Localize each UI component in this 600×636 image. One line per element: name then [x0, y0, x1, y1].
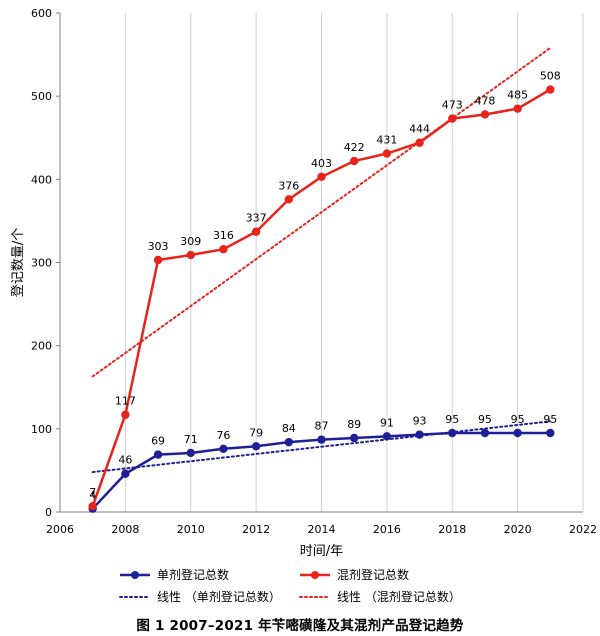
- data-point: [480, 428, 490, 438]
- data-point: [448, 428, 457, 438]
- data-label: 7: [89, 486, 96, 499]
- legend-label: 线性 （混剂登记总数）: [337, 589, 461, 604]
- legend-label: 线性 （单剂登记总数）: [157, 589, 281, 604]
- data-point: [121, 469, 130, 478]
- data-label: 95: [511, 413, 525, 426]
- data-label: 403: [311, 157, 332, 170]
- data-series: [88, 85, 555, 513]
- data-point: [415, 430, 424, 439]
- line-chart: 0 100 200 300 400 500 600 2006 2008 2010 2012 2014 2…: [11, 7, 597, 604]
- y-tick-label: 100: [31, 423, 52, 436]
- data-point: [349, 433, 359, 443]
- data-label: 485: [507, 89, 528, 102]
- data-label: 95: [445, 413, 459, 426]
- data-label: 117: [115, 395, 136, 408]
- data-label: 303: [148, 240, 169, 253]
- x-tick-label: 2012: [242, 523, 270, 536]
- data-label: 76: [216, 429, 230, 442]
- x-tick-label: 2018: [438, 523, 466, 536]
- x-tick-label: 2020: [504, 523, 532, 536]
- data-point: [546, 85, 555, 94]
- data-label: 93: [413, 415, 427, 428]
- figure-caption: 图 1 2007–2021 年苄嘧磺隆及其混剂产品登记趋势: [136, 618, 464, 634]
- data-label: 71: [184, 433, 198, 446]
- trendline: [91, 420, 552, 474]
- data-point: [186, 250, 195, 260]
- x-tick-label: 2008: [111, 523, 139, 536]
- data-label: 376: [278, 179, 299, 192]
- x-tick-label: 2006: [46, 523, 74, 536]
- data-point: [317, 172, 326, 182]
- trendline: [91, 46, 552, 378]
- data-label: 309: [180, 235, 201, 248]
- data-label: 422: [344, 141, 365, 154]
- y-tick-label: 0: [45, 506, 52, 519]
- data-label: 95: [543, 413, 557, 426]
- data-label: 337: [246, 212, 267, 225]
- x-tick-label: 2014: [308, 523, 336, 536]
- data-label: 46: [118, 454, 132, 467]
- data-label: 4: [89, 489, 96, 502]
- data-point: [317, 435, 326, 444]
- data-point: [415, 138, 424, 147]
- data-point: [284, 437, 294, 447]
- data-point: [88, 501, 97, 511]
- data-point: [513, 104, 522, 113]
- data-point: [219, 444, 228, 453]
- data-point: [382, 432, 392, 441]
- data-labels: 4 46 69 71 76 79 84 87 89 91 93 95 95 95 95 7 117 303 309 3…: [89, 70, 561, 502]
- data-label: 79: [249, 426, 263, 439]
- trendlines: [91, 46, 552, 474]
- x-axis-title: 时间/年: [300, 544, 343, 559]
- data-point: [513, 428, 522, 438]
- y-tick-label: 500: [31, 90, 52, 103]
- data-point: [153, 450, 163, 459]
- data-point: [153, 255, 163, 265]
- grid-lines: [59, 13, 584, 512]
- legend-label: 混剂登记总数: [337, 567, 409, 582]
- data-point: [448, 114, 457, 123]
- data-label: 91: [380, 416, 394, 429]
- x-tick-label: 2010: [177, 523, 205, 536]
- data-label: 508: [540, 70, 561, 83]
- y-tick-label: 600: [31, 7, 52, 20]
- data-point: [186, 448, 195, 458]
- data-label: 316: [213, 229, 234, 242]
- data-point: [251, 442, 261, 451]
- x-tick-label: 2022: [569, 523, 597, 536]
- y-tick-label: 200: [31, 340, 52, 353]
- axes: 0 100 200 300 400 500 600 2006 2008 2010 2012 2014 2…: [31, 7, 597, 536]
- data-point: [121, 410, 130, 419]
- data-label: 473: [442, 99, 463, 112]
- data-point: [219, 244, 228, 254]
- y-axis-title: 登记数量/个: [11, 228, 26, 297]
- data-point: [251, 227, 261, 236]
- x-tick-label: 2016: [373, 523, 401, 536]
- legend-swatch-marker: [311, 571, 319, 579]
- data-label: 444: [409, 123, 430, 136]
- data-label: 84: [282, 422, 296, 435]
- data-label: 69: [151, 435, 165, 448]
- data-point: [382, 149, 392, 158]
- y-tick-label: 300: [31, 257, 52, 270]
- y-tick-label: 400: [31, 173, 52, 186]
- data-label: 89: [347, 418, 361, 431]
- legend-swatch-marker: [131, 571, 139, 579]
- data-label: 95: [478, 413, 492, 426]
- data-point: [546, 428, 555, 438]
- data-point: [480, 110, 490, 119]
- legend-label: 单剂登记总数: [157, 567, 229, 582]
- data-label: 87: [315, 420, 329, 433]
- data-point: [349, 156, 359, 166]
- data-point: [284, 195, 294, 204]
- data-label: 431: [376, 134, 397, 147]
- data-label: 478: [474, 94, 495, 107]
